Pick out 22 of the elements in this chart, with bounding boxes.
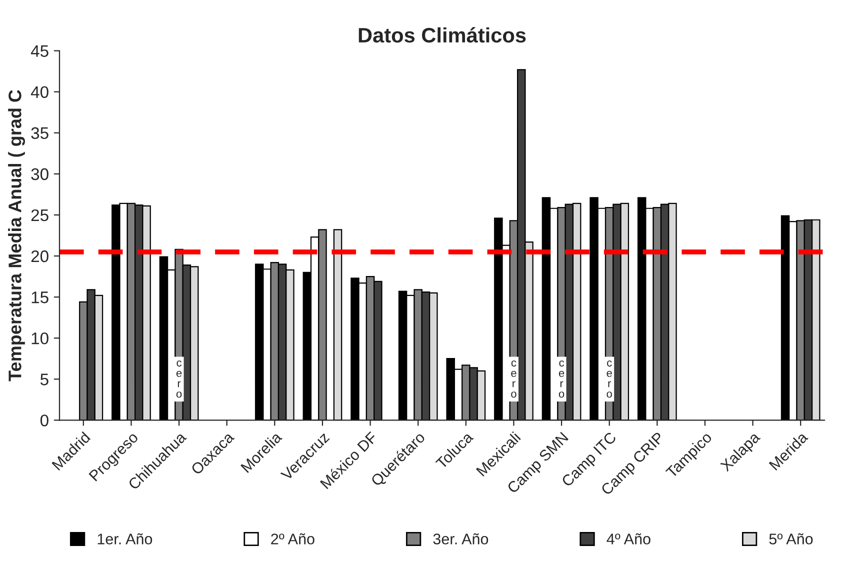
chart-title: Datos Climáticos (358, 27, 526, 43)
legend-label: 5º Año (769, 533, 813, 544)
legend-label: 4º Año (606, 533, 650, 544)
y-tick-label: 40 (30, 86, 48, 98)
y-tick-label: 10 (32, 332, 48, 344)
y-tick-label: 45 (30, 45, 48, 57)
annotation: cero (606, 360, 612, 398)
y-tick-label: 5 (40, 374, 48, 386)
annotation: cero (558, 360, 564, 398)
y-tick-label: 30 (31, 168, 48, 180)
y-tick-label: 35 (31, 127, 48, 140)
bar (333, 229, 342, 420)
y-tick-label: 25 (31, 209, 48, 222)
legend-label: 3er. Año (433, 533, 488, 544)
y-tick-label: 20 (31, 250, 48, 262)
y-tick-label: 15 (32, 292, 48, 304)
annotation: cero (176, 360, 182, 398)
y-axis-title: Temperatura Media Anual ( grad C (8, 90, 25, 382)
y-tick-label: 0 (40, 414, 48, 426)
legend-label: 2º Año (271, 533, 314, 544)
annotation: cero (511, 360, 516, 398)
legend-label: 1er. Año (98, 533, 152, 544)
